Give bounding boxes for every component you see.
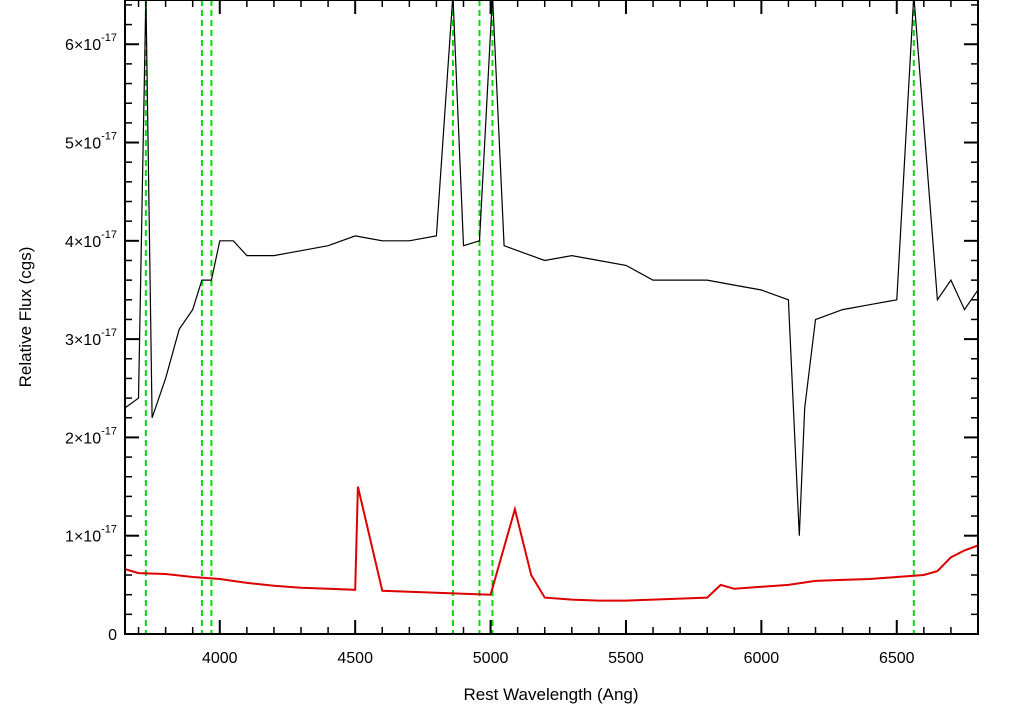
y-tick-label-6: 6×10-17 [65, 32, 117, 54]
x-tick-label-0: 4000 [202, 650, 238, 667]
y-tick-label-0: 0 [108, 627, 117, 644]
plot-frame [124, 0, 979, 635]
y-axis-title: Relative Flux (cgs) [16, 247, 35, 388]
y-tick-label-5: 5×10-17 [65, 131, 117, 153]
series-line-0 [125, 0, 978, 536]
axis-ticks: 4000 4500 5000 5500 6000 6500 0 1×10-17 2×10-17 3… [65, 0, 979, 667]
y-tick-label-1: 1×10-17 [65, 524, 117, 546]
x-tick-label-2: 5000 [473, 650, 509, 667]
y-tick-label-2: 2×10-17 [65, 425, 117, 447]
x-tick-label-1: 4500 [337, 650, 373, 667]
x-tick-label-5: 6500 [879, 650, 915, 667]
y-tick-label-3: 3×10-17 [65, 327, 117, 349]
reference-lines [144, 0, 915, 634]
x-tick-label-3: 5500 [608, 650, 644, 667]
x-axis-title: Rest Wavelength (Ang) [463, 685, 638, 704]
y-tick-label-4: 4×10-17 [65, 229, 117, 251]
spectrum-series [125, 0, 978, 602]
series-line-1 [125, 486, 978, 602]
x-tick-label-4: 6000 [744, 650, 780, 667]
